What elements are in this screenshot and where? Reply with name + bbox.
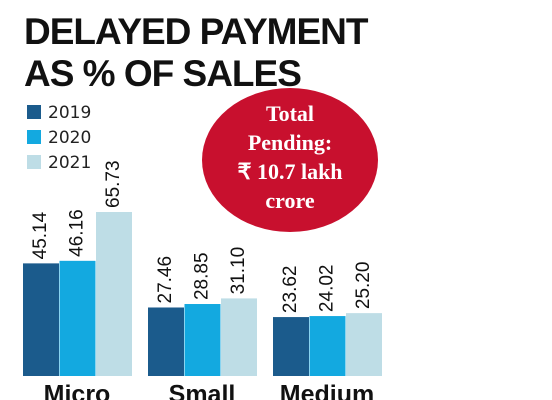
legend-swatch [27, 130, 41, 144]
legend-label: 2020 [48, 128, 91, 148]
chart-title: AS % OF SALES [24, 53, 301, 94]
value-label: 23.62 [280, 266, 301, 314]
value-label: 28.85 [192, 252, 213, 300]
bar [96, 212, 132, 376]
bar [273, 317, 309, 376]
chart-title: DELAYED PAYMENT [24, 11, 369, 52]
value-label: 25.20 [353, 262, 374, 310]
annotation-bubble [202, 88, 378, 232]
bar [346, 313, 382, 376]
value-label: 65.73 [103, 160, 124, 208]
x-tick-label: Micro [44, 381, 111, 400]
bar [148, 307, 184, 376]
value-label: 24.02 [317, 265, 338, 313]
value-label: 46.16 [67, 209, 88, 257]
legend-label: 2021 [48, 153, 91, 173]
annotation-text: crore [265, 188, 314, 213]
legend-swatch [27, 155, 41, 169]
value-label: 27.46 [155, 256, 176, 304]
x-tick-label: Small [169, 381, 236, 400]
legend-label: 2019 [48, 103, 91, 123]
bar [221, 298, 257, 376]
value-label: 31.10 [228, 247, 249, 295]
value-label: 45.14 [30, 211, 51, 259]
bar [309, 316, 346, 376]
bar [59, 260, 96, 376]
annotation-text: Pending: [248, 130, 332, 155]
bar [23, 263, 59, 376]
annotation-text: ₹ 10.7 lakh [237, 159, 342, 184]
legend-swatch [27, 105, 41, 119]
annotation-text: Total [266, 101, 314, 126]
x-tick-label: Medium [280, 381, 374, 400]
bar [184, 304, 221, 376]
